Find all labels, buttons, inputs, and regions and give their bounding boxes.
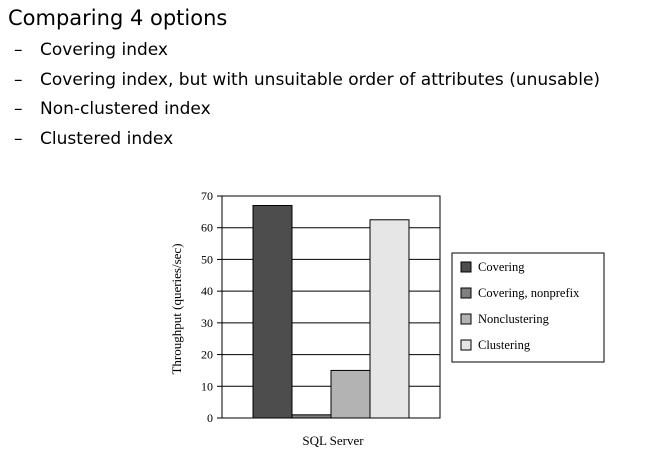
- bullet-text: Clustered index: [40, 128, 174, 149]
- y-tick-label: 40: [201, 284, 213, 298]
- legend-swatch: [460, 313, 472, 325]
- legend-swatch: [460, 287, 472, 299]
- y-tick-label: 0: [207, 411, 213, 425]
- legend-swatch: [460, 261, 472, 273]
- y-axis-title: Throughput (queries/sec): [169, 243, 184, 374]
- legend-swatch: [460, 339, 472, 351]
- y-tick-label: 20: [201, 348, 213, 362]
- bullet-marker: –: [14, 99, 23, 119]
- bar-covering: [252, 205, 293, 419]
- legend-label: Covering, nonprefix: [478, 286, 580, 300]
- y-tick-label: 60: [201, 221, 213, 235]
- y-tick-label: 50: [201, 252, 213, 266]
- bar-nonclustering: [330, 369, 371, 419]
- bullet-marker: –: [14, 40, 23, 60]
- legend-box: [451, 252, 605, 363]
- bullet-text: Covering index: [40, 40, 168, 60]
- bullet-item: – Covering index: [14, 38, 600, 68]
- slide-title: Comparing 4 options: [8, 6, 228, 30]
- bullet-marker: –: [14, 128, 23, 149]
- y-tick-label: 30: [201, 316, 213, 330]
- bullet-text: Non-clustered index: [40, 99, 211, 119]
- bullet-item: – Clustered index: [14, 127, 600, 157]
- legend-label: Clustering: [478, 338, 531, 352]
- bullet-marker: –: [14, 69, 23, 90]
- bullet-list: – Covering index – Covering index, but wit…: [14, 38, 600, 156]
- bullet-item: – Non-clustered index: [14, 97, 600, 127]
- x-category-label: SQL Server: [302, 433, 364, 448]
- legend-label: Covering: [478, 260, 525, 274]
- bullet-item: – Covering index, but with unsuitable ord…: [14, 68, 600, 98]
- y-tick-label: 10: [201, 379, 213, 393]
- bullet-text: Covering index, but with unsuitable orde…: [40, 69, 601, 90]
- bar-covering-nonprefix: [291, 414, 332, 419]
- y-tick-label: 70: [201, 189, 213, 203]
- legend-label: Nonclustering: [478, 312, 550, 326]
- bar-clustering: [369, 219, 410, 419]
